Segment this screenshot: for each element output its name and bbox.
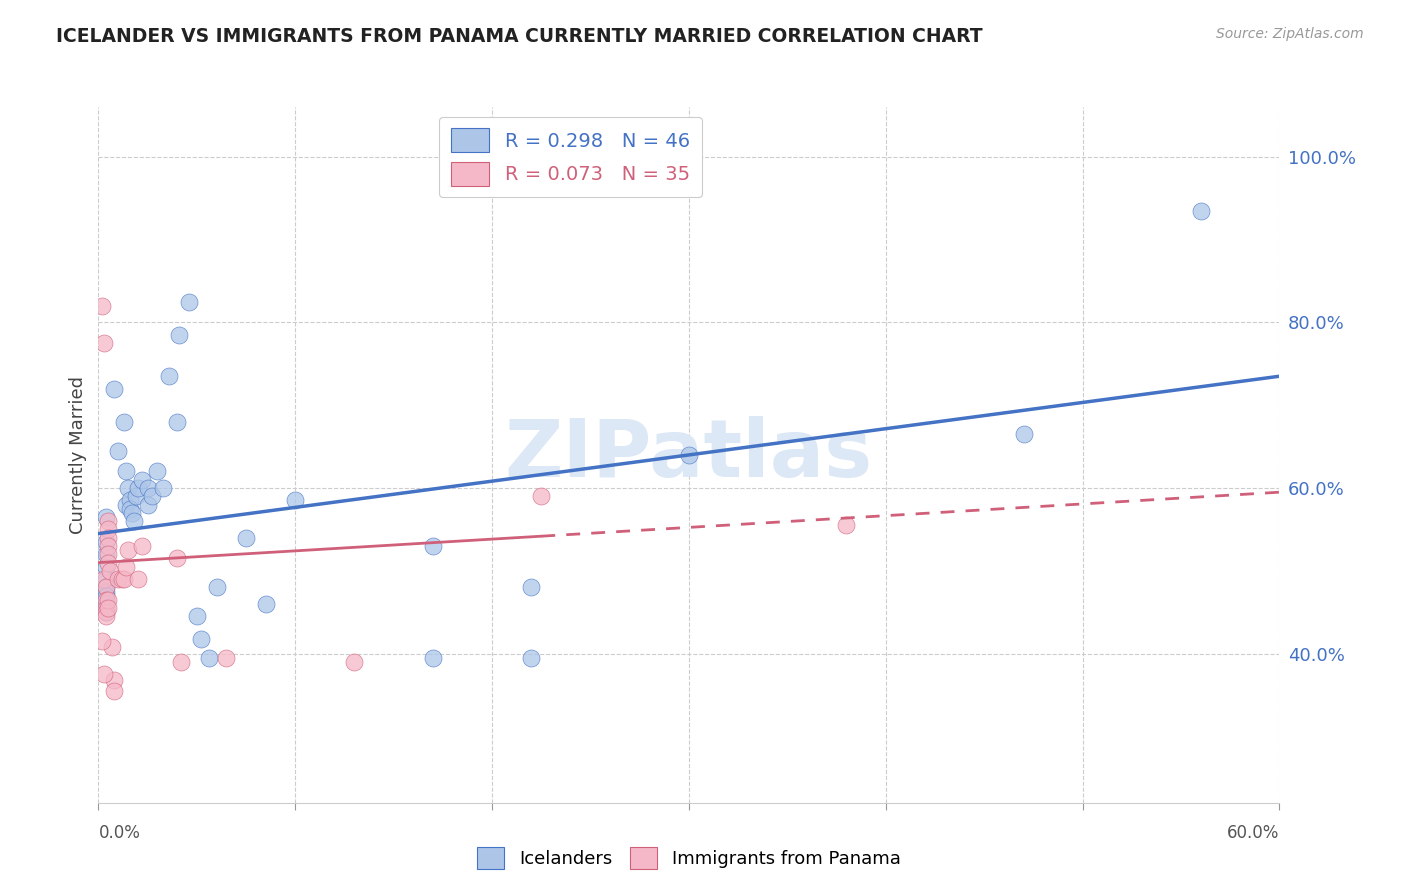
Point xyxy=(141,489,163,503)
Point xyxy=(112,572,135,586)
Point xyxy=(111,572,134,586)
Point xyxy=(190,632,212,646)
Point xyxy=(1012,427,1035,442)
Point xyxy=(131,539,153,553)
Point xyxy=(107,443,129,458)
Point xyxy=(157,369,180,384)
Point xyxy=(96,581,118,595)
Point xyxy=(520,581,543,595)
Point xyxy=(205,581,228,595)
Text: Source: ZipAtlas.com: Source: ZipAtlas.com xyxy=(1216,27,1364,41)
Point xyxy=(97,523,120,537)
Point xyxy=(96,589,118,603)
Point xyxy=(96,584,118,599)
Point xyxy=(97,547,120,561)
Point xyxy=(186,609,208,624)
Point xyxy=(127,481,149,495)
Point xyxy=(97,531,120,545)
Point xyxy=(96,609,118,624)
Point xyxy=(96,572,118,586)
Point xyxy=(101,640,124,654)
Point xyxy=(131,473,153,487)
Legend: R = 0.298   N = 46, R = 0.073   N = 35: R = 0.298 N = 46, R = 0.073 N = 35 xyxy=(439,117,702,197)
Point xyxy=(343,655,366,669)
Point xyxy=(117,481,139,495)
Point xyxy=(117,543,139,558)
Point xyxy=(152,481,174,495)
Point xyxy=(97,601,120,615)
Point xyxy=(96,535,118,549)
Point xyxy=(91,299,114,313)
Point xyxy=(835,518,858,533)
Point xyxy=(115,498,138,512)
Text: 0.0%: 0.0% xyxy=(98,823,141,841)
Point xyxy=(115,465,138,479)
Point xyxy=(136,481,159,495)
Point xyxy=(170,655,193,669)
Point xyxy=(107,572,129,586)
Point xyxy=(96,547,118,561)
Point xyxy=(167,327,190,342)
Point xyxy=(96,597,118,611)
Text: ZIPatlas: ZIPatlas xyxy=(505,416,873,494)
Point xyxy=(197,651,219,665)
Point xyxy=(103,382,125,396)
Point xyxy=(96,559,118,574)
Point xyxy=(93,572,115,586)
Point xyxy=(118,501,141,516)
Point xyxy=(96,581,118,595)
Text: 60.0%: 60.0% xyxy=(1227,823,1279,841)
Point xyxy=(91,634,114,648)
Point xyxy=(177,294,200,309)
Point xyxy=(115,559,138,574)
Point xyxy=(146,465,169,479)
Point xyxy=(103,684,125,698)
Point xyxy=(97,592,120,607)
Point xyxy=(96,592,118,607)
Point xyxy=(166,551,188,566)
Point xyxy=(96,601,118,615)
Point xyxy=(112,415,135,429)
Point xyxy=(215,651,238,665)
Point xyxy=(136,498,159,512)
Point xyxy=(530,489,553,503)
Legend: Icelanders, Immigrants from Panama: Icelanders, Immigrants from Panama xyxy=(468,838,910,879)
Point xyxy=(93,336,115,351)
Point xyxy=(96,605,118,619)
Point xyxy=(121,506,143,520)
Point xyxy=(103,673,125,688)
Point xyxy=(254,597,277,611)
Point xyxy=(98,564,121,578)
Point xyxy=(125,489,148,503)
Point xyxy=(127,572,149,586)
Point xyxy=(520,651,543,665)
Point xyxy=(1189,203,1212,218)
Text: ICELANDER VS IMMIGRANTS FROM PANAMA CURRENTLY MARRIED CORRELATION CHART: ICELANDER VS IMMIGRANTS FROM PANAMA CURR… xyxy=(56,27,983,45)
Point xyxy=(93,667,115,681)
Point xyxy=(97,539,120,553)
Point xyxy=(422,651,444,665)
Point xyxy=(122,514,145,528)
Point xyxy=(97,514,120,528)
Y-axis label: Currently Married: Currently Married xyxy=(69,376,87,534)
Point xyxy=(422,539,444,553)
Point xyxy=(284,493,307,508)
Point xyxy=(678,448,700,462)
Point xyxy=(166,415,188,429)
Point xyxy=(97,556,120,570)
Point xyxy=(96,605,118,619)
Point xyxy=(96,510,118,524)
Point xyxy=(118,493,141,508)
Point xyxy=(235,531,257,545)
